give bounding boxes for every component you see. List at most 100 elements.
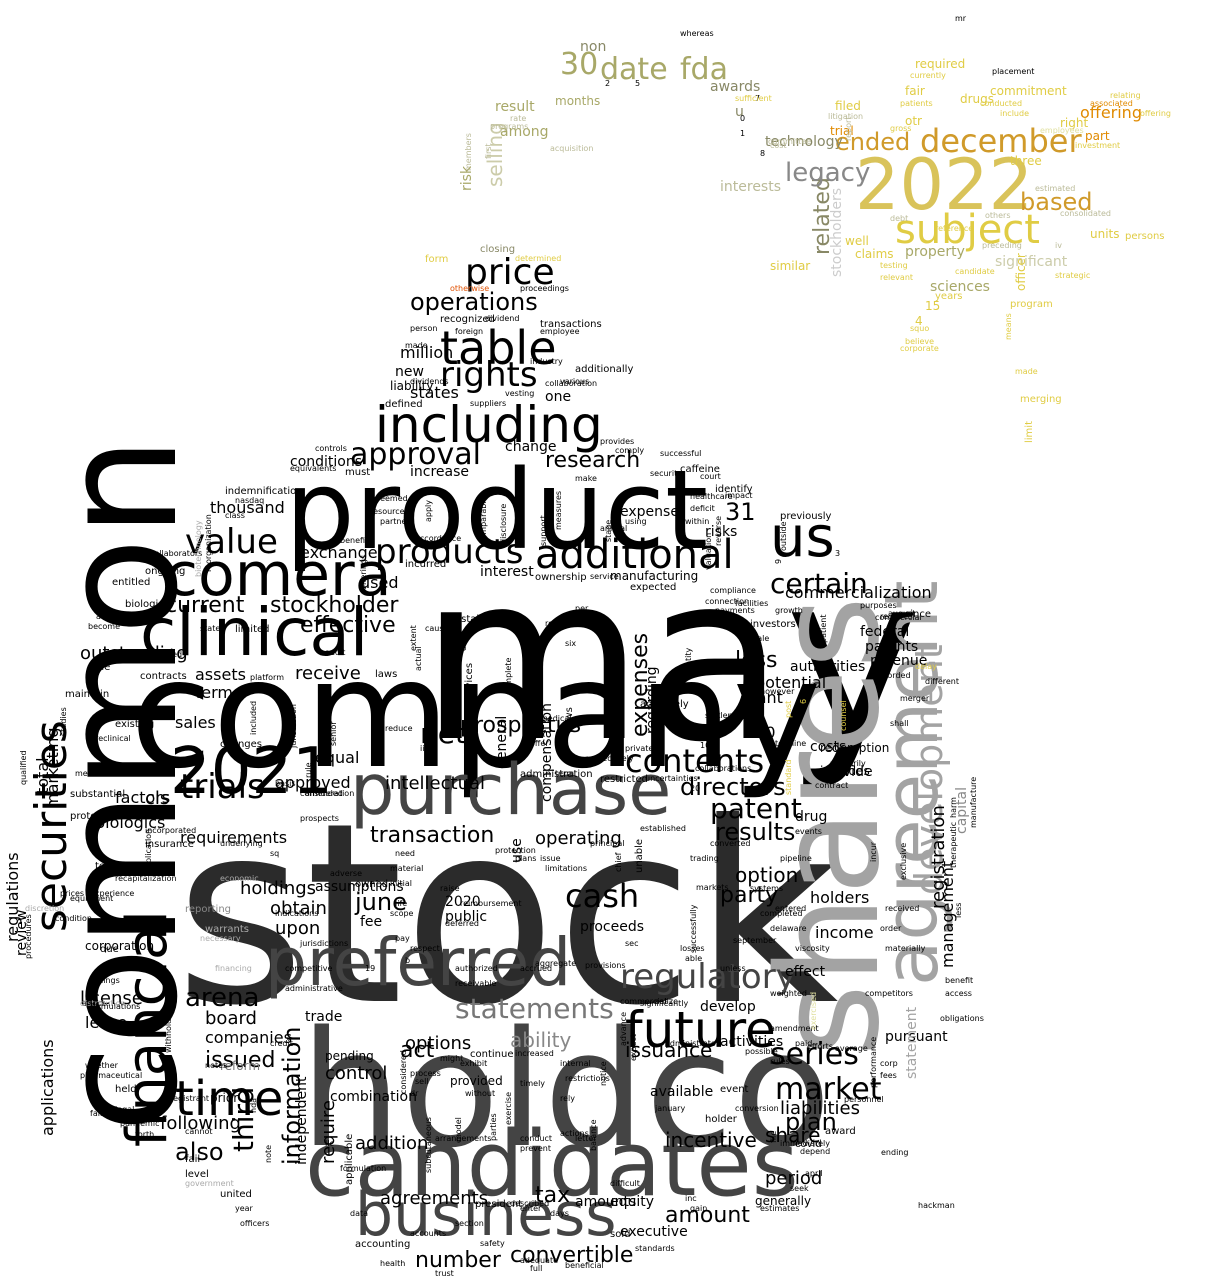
- cloud-word: incur: [869, 841, 878, 862]
- cloud-word: transactions: [540, 319, 602, 330]
- cloud-word: obtain: [270, 898, 327, 919]
- cloud-word: strategic: [1055, 271, 1091, 280]
- cloud-word: stockholder: [270, 593, 399, 618]
- cloud-word: procedures: [24, 914, 33, 959]
- cloud-word: others: [985, 211, 1011, 220]
- cloud-word: arrangements: [435, 1134, 492, 1143]
- cloud-word: exhibit: [460, 1059, 488, 1068]
- cloud-word: aggregate: [535, 959, 577, 968]
- cloud-word: registrant: [170, 1094, 210, 1103]
- cloud-word: adequate: [520, 1256, 559, 1265]
- cloud-word: value: [185, 522, 278, 562]
- cloud-word: agreements: [380, 1188, 489, 1209]
- cloud-word: assumptions: [315, 879, 404, 895]
- cloud-word: commercialization: [785, 583, 932, 602]
- cloud-word: competitive: [285, 964, 333, 973]
- cloud-word: september: [733, 936, 777, 945]
- cloud-word: 20: [690, 784, 701, 793]
- cloud-word: defined: [385, 399, 423, 410]
- cloud-word: foreign: [455, 327, 484, 336]
- cloud-word: markets: [696, 883, 729, 892]
- cloud-word: estimates: [760, 1204, 800, 1213]
- cloud-word: benefits: [340, 536, 373, 545]
- cloud-word: first: [484, 143, 493, 159]
- cloud-word: offerings: [359, 554, 368, 590]
- cloud-word: 2022: [855, 144, 1034, 226]
- cloud-word: beneficial: [565, 1261, 604, 1270]
- cloud-word: commitment: [990, 84, 1067, 98]
- cloud-word: reverse: [714, 515, 723, 546]
- cloud-word: years: [935, 291, 963, 302]
- cloud-word: senior: [329, 721, 338, 747]
- cloud-word: safety: [480, 1239, 505, 1248]
- cloud-word: prevent: [520, 1144, 551, 1153]
- cloud-word: converted: [710, 839, 751, 848]
- cloud-word: corp: [880, 1059, 898, 1068]
- cloud-word: 0: [740, 114, 746, 123]
- cloud-word: number: [415, 1248, 501, 1273]
- cloud-word: expense: [620, 504, 679, 520]
- cloud-word: need: [395, 849, 415, 858]
- cloud-word: reduce: [385, 724, 413, 733]
- cloud-word: provided: [450, 1074, 503, 1088]
- cloud-word: 1: [740, 129, 746, 138]
- cloud-word: acquisition: [550, 144, 594, 153]
- cloud-word: product: [285, 446, 709, 574]
- cloud-word: basis: [275, 779, 296, 788]
- cloud-word: federal: [860, 624, 910, 640]
- cloud-word: dividends: [410, 377, 449, 386]
- cloud-word: entity: [684, 648, 693, 672]
- cloud-word: measures: [554, 491, 563, 531]
- cloud-word: made: [1015, 367, 1038, 376]
- cloud-word: public: [445, 909, 488, 925]
- cloud-word: expected: [630, 582, 677, 593]
- cloud-word: platform: [250, 673, 284, 682]
- cloud-word: included: [249, 701, 258, 736]
- cloud-word: even: [459, 630, 468, 651]
- cloud-word: costs: [810, 739, 847, 755]
- cloud-word: growth: [775, 606, 803, 615]
- cloud-word: b: [405, 956, 411, 965]
- cloud-word: ownership: [535, 572, 587, 583]
- cloud-word: increased: [515, 1049, 554, 1058]
- cloud-word: 31: [725, 498, 756, 526]
- cloud-word: operating: [535, 828, 622, 849]
- cloud-word: right: [1060, 116, 1089, 130]
- cloud-word: prices: [60, 889, 85, 898]
- cloud-word: united: [220, 1189, 252, 1200]
- cloud-word: held: [115, 1084, 137, 1095]
- cloud-word: significant: [995, 254, 1068, 270]
- cloud-word: changes: [220, 739, 263, 750]
- cloud-word: compliance: [710, 586, 756, 595]
- cloud-word: one: [545, 389, 572, 405]
- cloud-word: activities: [720, 1034, 784, 1050]
- cloud-word: form: [425, 254, 449, 265]
- cloud-word: substantial: [70, 789, 126, 800]
- cloud-word: various: [560, 377, 590, 386]
- cloud-word: preferred: [265, 924, 572, 1001]
- cloud-word: conversion: [735, 1104, 779, 1113]
- cloud-word: initial: [390, 879, 412, 888]
- cloud-word: closing: [480, 244, 516, 255]
- cloud-word: file: [769, 1130, 778, 1143]
- cloud-word: letter: [575, 1134, 597, 1143]
- cloud-word: redemption: [820, 741, 890, 755]
- cloud-word: dividend: [485, 314, 520, 323]
- cloud-word: ability: [510, 1028, 572, 1052]
- cloud-word: filed: [835, 99, 861, 113]
- cloud-word: whether: [85, 1061, 118, 1070]
- cloud-word: events: [795, 827, 822, 836]
- cloud-word: less: [954, 902, 963, 918]
- cloud-word: prospects: [300, 814, 339, 823]
- cloud-word: company: [130, 628, 822, 802]
- cloud-word: incorporated: [145, 826, 197, 835]
- cloud-word: recapitalization: [115, 874, 177, 883]
- cloud-word: service: [590, 572, 619, 581]
- cloud-word: associated: [1090, 99, 1133, 108]
- cloud-word: loss: [735, 648, 778, 673]
- cloud-word: different: [925, 677, 959, 686]
- cloud-word: served: [155, 650, 183, 659]
- cloud-word: pandemic: [120, 1119, 160, 1128]
- cloud-word: note: [264, 1144, 273, 1163]
- cloud-word: executive: [620, 1224, 688, 1240]
